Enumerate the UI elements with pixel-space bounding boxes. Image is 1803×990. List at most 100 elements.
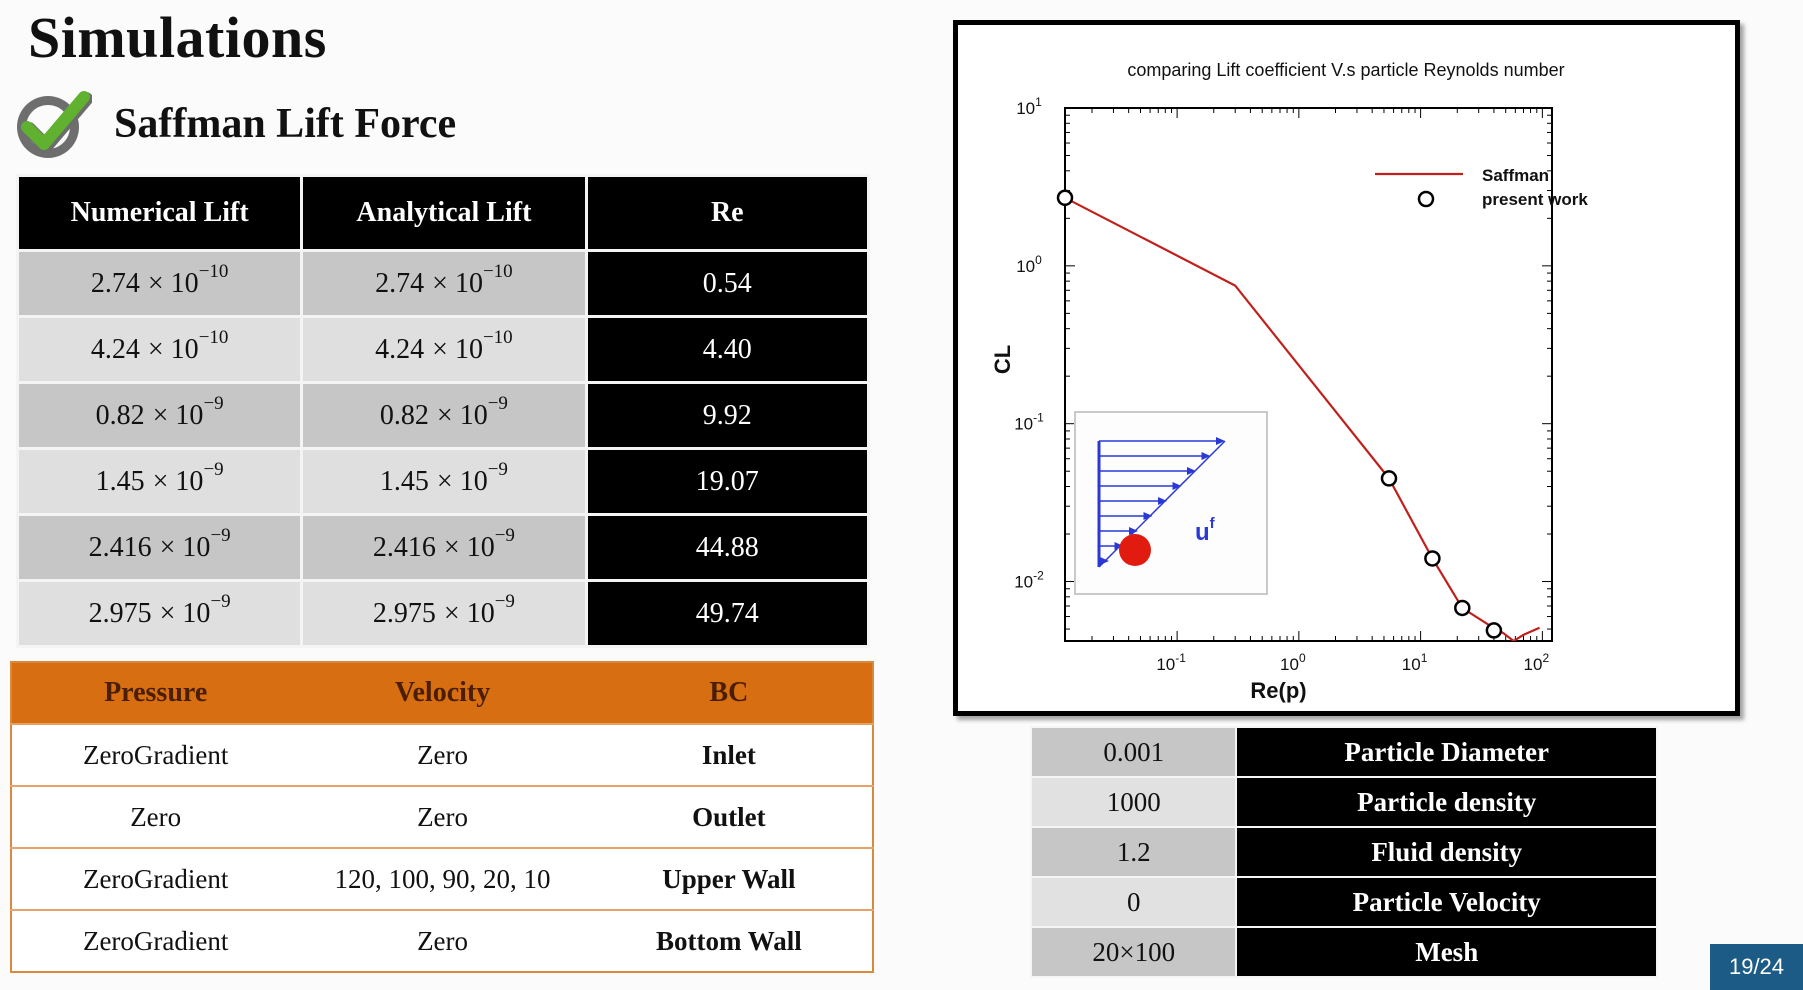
page-title: Simulations: [28, 5, 327, 70]
parameter-label: Fluid density: [1235, 826, 1658, 878]
analytical-lift-cell: 2.975 × 10−9: [300, 579, 588, 648]
parameter-value: 1000: [1029, 776, 1238, 828]
times-ten: × 10: [432, 267, 483, 299]
section-title: Saffman Lift Force: [114, 101, 457, 147]
legend-present-label: present work: [1482, 190, 1588, 209]
parameter-value: 0.001: [1029, 726, 1238, 778]
value-exponent: −10: [482, 261, 513, 283]
velocity-arrowhead: [1216, 437, 1225, 445]
x-tick-base: 10: [1524, 655, 1543, 674]
parameter-label: Particle density: [1235, 776, 1658, 828]
table-row: 20×100 Mesh: [1029, 926, 1658, 978]
y-tick-base: 10: [1016, 257, 1035, 276]
page-number-badge: 19/24: [1710, 944, 1803, 990]
velocity-arrowhead: [1187, 467, 1196, 475]
analytical-lift-cell: 4.24 × 10−10: [300, 315, 588, 384]
header-re: Re: [584, 174, 871, 252]
pressure-cell: ZeroGradient: [11, 847, 300, 910]
re-cell: 4.40: [584, 315, 871, 384]
section-heading: Saffman Lift Force: [10, 84, 456, 164]
y-tick-base: 10: [1016, 99, 1035, 118]
analytical-lift-cell: 1.45 × 10−9: [300, 447, 588, 516]
value-coefficient: 2.975: [88, 597, 152, 629]
value-coefficient: 2.416: [372, 531, 436, 563]
value-exponent: −9: [210, 525, 231, 547]
lift-comparison-table: Numerical Lift Analytical Lift Re 2.74 × …: [15, 174, 871, 648]
x-axis-label: Re(p): [1250, 678, 1306, 703]
table-row: 4.24 × 10−10 4.24 × 10−10 4.40: [15, 315, 871, 384]
table-row: 1.45 × 10−9 1.45 × 10−9 19.07: [15, 447, 871, 516]
numerical-lift-cell: 2.74 × 10−10: [15, 249, 304, 318]
value-coefficient: 1.45: [379, 465, 429, 497]
bc-cell: Outlet: [585, 785, 873, 848]
legend-saffman-label: Saffman: [1482, 166, 1549, 185]
analytical-lift-cell: 2.74 × 10−10: [300, 249, 588, 318]
header-analytical-lift: Analytical Lift: [300, 174, 588, 252]
table-row: 0.001 Particle Diameter: [1029, 726, 1658, 778]
x-tick-exponent: -1: [1175, 651, 1186, 665]
present-work-marker: [1454, 599, 1471, 617]
velocity-arrowhead: [1129, 527, 1138, 535]
table-row: 0.82 × 10−9 0.82 × 10−9 9.92: [15, 381, 871, 450]
table-row: ZeroGradient Zero Inlet: [11, 723, 873, 786]
table-row: 1000 Particle density: [1029, 776, 1658, 828]
chart-title: comparing Lift coefficient V.s particle …: [1127, 60, 1564, 80]
numerical-lift-cell: 2.975 × 10−9: [15, 579, 304, 648]
times-ten: × 10: [432, 333, 483, 365]
parameter-value: 20×100: [1029, 926, 1238, 978]
y-tick-label: 101: [1016, 95, 1042, 118]
value-exponent: −9: [210, 591, 231, 613]
velocity-arrowhead: [1158, 497, 1167, 505]
y-tick-base: 10: [1014, 415, 1033, 434]
header-numerical-lift: Numerical Lift: [15, 174, 304, 252]
value-coefficient: 2.975: [372, 597, 436, 629]
table-row: ZeroGradient 120, 100, 90, 20, 10 Upper Wa…: [11, 847, 873, 910]
saffman-series-line: [1065, 196, 1541, 641]
y-tick-exponent: 0: [1035, 253, 1042, 267]
present-work-marker: [1424, 550, 1441, 567]
value-coefficient: 4.24: [90, 333, 140, 365]
velocity-cell: Zero: [299, 785, 586, 848]
table-row: 2.74 × 10−10 2.74 × 10−10 0.54: [15, 249, 871, 318]
present-work-marker: [1380, 470, 1398, 487]
pressure-cell: ZeroGradient: [11, 909, 300, 972]
velocity-arrowhead: [1100, 557, 1109, 565]
times-ten: × 10: [436, 399, 488, 431]
chart-canvas: comparing Lift coefficient V.s particle …: [990, 60, 1588, 703]
re-cell: 49.74: [584, 579, 871, 648]
plot-area-border: [1064, 107, 1553, 642]
pressure-cell: ZeroGradient: [11, 723, 300, 786]
value-exponent: −9: [487, 393, 508, 415]
times-ten: × 10: [152, 399, 204, 431]
numerical-lift-cell: 1.45 × 10−9: [15, 447, 304, 516]
lift-coefficient-chart: comparing Lift coefficient V.s particle …: [953, 20, 1740, 716]
velocity-arrowhead: [1114, 542, 1124, 550]
times-ten: × 10: [147, 333, 199, 365]
numerical-lift-cell: 0.82 × 10−9: [15, 381, 304, 450]
value-exponent: −9: [487, 459, 508, 481]
value-coefficient: 4.24: [375, 333, 425, 365]
parameter-label: Mesh: [1235, 926, 1658, 978]
y-tick-label: 10-1: [1014, 411, 1044, 434]
y-tick-exponent: -2: [1033, 569, 1044, 583]
bc-cell: Bottom Wall: [585, 909, 873, 972]
value-coefficient: 1.45: [95, 465, 145, 497]
present-work-marker: [1056, 189, 1074, 207]
value-coefficient: 2.416: [88, 531, 152, 563]
inset-label-sup: f: [1210, 515, 1216, 532]
y-tick-exponent: -1: [1033, 411, 1044, 425]
pressure-cell: Zero: [11, 785, 300, 848]
boundary-conditions-table: Pressure Velocity BC ZeroGradient Zero Inl…: [10, 661, 874, 973]
header-velocity: Velocity: [299, 662, 586, 725]
analytical-lift-cell: 0.82 × 10−9: [300, 381, 588, 450]
velocity-cell: 120, 100, 90, 20, 10: [299, 847, 586, 910]
times-ten: × 10: [443, 597, 495, 629]
legend-present-swatch: [1417, 190, 1435, 208]
x-tick-label: 100: [1280, 651, 1306, 674]
times-ten: × 10: [152, 465, 204, 497]
table-header-row: Pressure Velocity BC: [11, 662, 873, 725]
table-row: Zero Zero Outlet: [11, 785, 873, 848]
value-exponent: −10: [198, 327, 229, 349]
parameter-label: Particle Diameter: [1235, 726, 1658, 778]
analytical-lift-cell: 2.416 × 10−9: [300, 513, 588, 582]
